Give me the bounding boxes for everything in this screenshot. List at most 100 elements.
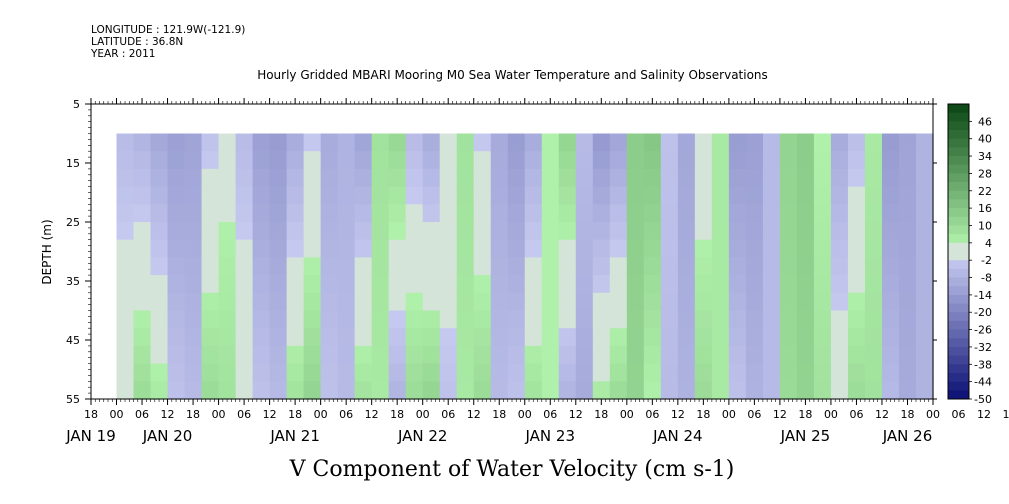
heatmap-cell [167,186,186,205]
heatmap-cell [235,328,254,347]
heatmap-cell [541,168,560,188]
heatmap-cell [881,168,900,188]
heatmap-cell [711,345,730,365]
heatmap-cell [184,151,203,170]
heatmap-cell [337,381,356,400]
heatmap-cell [881,363,900,382]
heatmap-cell [813,151,832,170]
heatmap-cell [354,310,373,329]
heatmap-cell [677,168,696,188]
heatmap-cell [660,328,679,347]
heatmap-cell [422,381,441,400]
heatmap-cell [490,151,509,170]
heatmap-cell [847,239,866,258]
heatmap-cell [694,363,713,382]
heatmap-cell [133,186,152,205]
heatmap-cell [728,310,747,329]
heatmap-cell [524,292,543,312]
heatmap-cell [575,292,594,312]
heatmap-cell [405,133,424,152]
heatmap-cell [592,239,611,258]
heatmap-cell [133,133,152,152]
heatmap-cell [252,222,271,241]
heatmap-cell [388,186,407,205]
colorbar-swatch [948,182,969,192]
heatmap-cell [796,275,815,294]
colorbar-label: -38 [974,358,992,371]
heatmap-cell [133,239,152,258]
heatmap-cell [643,151,662,170]
heatmap-cell [813,168,832,188]
heatmap-cell [711,204,730,223]
heatmap-cell [898,168,917,188]
heatmap-cell [643,239,662,258]
heatmap-cell [762,257,781,276]
heatmap-cell [422,345,441,365]
heatmap-cell [728,168,747,188]
heatmap-cell [150,257,169,276]
colorbar-swatch [948,320,969,331]
x-hour-label: 00 [314,408,328,421]
heatmap-cell [371,204,390,223]
heatmap-cell [541,222,560,241]
heatmap-cell [320,222,339,241]
heatmap-cell [337,275,356,294]
heatmap-cell [405,345,424,365]
heatmap-cell [847,381,866,400]
heatmap-cell [915,168,934,188]
heatmap-cell [405,186,424,205]
heatmap-cell [677,310,696,329]
heatmap-cell [711,133,730,152]
heatmap-cell [541,186,560,205]
heatmap-cell [286,363,305,382]
heatmap-cell [388,168,407,188]
heatmap-cell [150,345,169,365]
heatmap-cell [575,275,594,294]
heatmap-cell [490,257,509,276]
heatmap-cell [660,345,679,365]
heatmap-cell [915,186,934,205]
colorbar-swatch [948,242,969,252]
heatmap-cell [116,133,135,152]
heatmap-cell [864,292,883,312]
heatmap-cell [490,222,509,241]
heatmap-cell [779,257,798,276]
heatmap-cell [762,168,781,188]
heatmap-cell [592,328,611,347]
heatmap-cell [830,275,849,294]
heatmap-cell [150,133,169,152]
heatmap-cell [728,275,747,294]
heatmap-cell [643,345,662,365]
heatmap-cell [456,186,475,205]
heatmap-cell [116,222,135,241]
heatmap-cell [813,257,832,276]
heatmap-cell [456,310,475,329]
heatmap-cell [201,186,220,205]
heatmap-cell [609,204,628,223]
heatmap-cell [422,168,441,188]
heatmap-cell [422,275,441,294]
heatmap-cell [354,363,373,382]
heatmap-cell [405,381,424,400]
heatmap-cell [762,363,781,382]
x-hour-label: 00 [824,408,838,421]
heatmap-cell [541,292,560,312]
heatmap-cell [116,186,135,205]
heatmap-cell [694,292,713,312]
colorbar-label: 16 [978,202,992,215]
heatmap-cell [507,345,526,365]
heatmap-cell [762,186,781,205]
heatmap-cell [507,239,526,258]
heatmap-cell [864,168,883,188]
x-hour-label: 06 [339,408,353,421]
heatmap-cell [558,257,577,276]
colorbar-swatch [948,138,969,148]
heatmap-cell [711,151,730,170]
colorbar-swatch [948,372,969,383]
heatmap-cell [558,275,577,294]
x-day-label: JAN 20 [142,427,193,445]
heatmap-cell [541,133,560,152]
heatmap-cell [252,204,271,223]
heatmap-cell [524,168,543,188]
heatmap-cell [116,381,135,400]
